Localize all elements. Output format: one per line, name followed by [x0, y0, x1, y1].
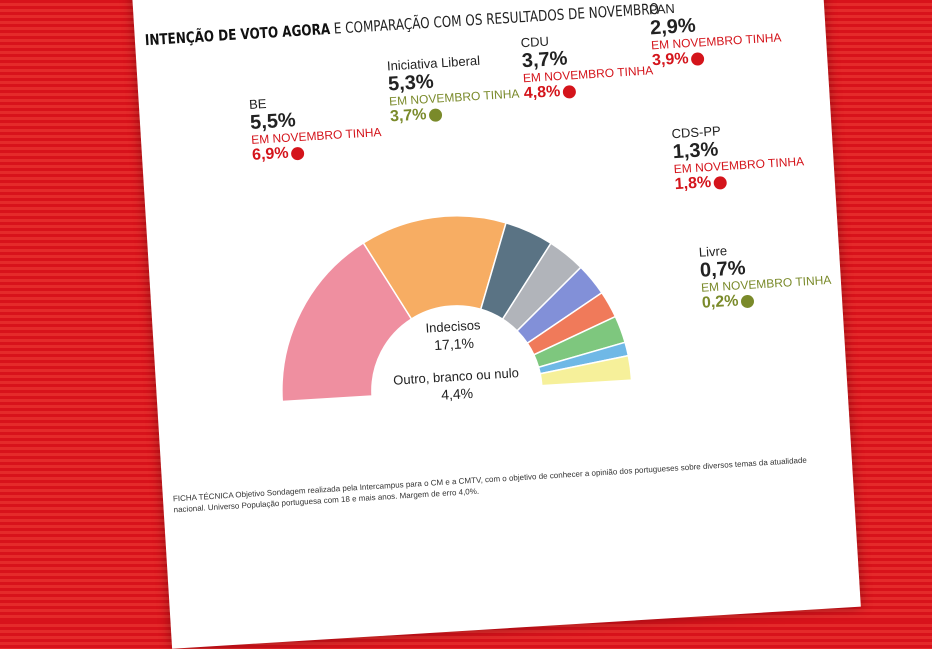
party-label: Livre 0,7% EM NOVEMBRO TINHA 0,2%: [698, 238, 833, 313]
center-label-value: 4,4%: [441, 385, 474, 403]
party-label: Iniciativa Liberal 5,3% EM NOVEMBRO TINH…: [386, 52, 521, 127]
party-label: BE 5,5% EM NOVEMBRO TINHA 6,9%: [249, 90, 383, 165]
page: INTENÇÃO DE VOTO AGORA E COMPARAÇÃO COM …: [0, 0, 932, 621]
party-previous: 0,2%: [701, 292, 739, 313]
center-label-name: Outro, branco ou nulo: [393, 365, 519, 388]
center-label-name: Indecisos: [425, 317, 481, 335]
trend-icon: [562, 84, 577, 99]
party-label: CDU 3,7% EM NOVEMBRO TINHA 4,8%: [520, 28, 654, 103]
trend-icon: [291, 146, 305, 161]
donut-segment: [539, 354, 633, 387]
party-previous: 6,9%: [251, 145, 290, 165]
party-previous: 1,8%: [674, 174, 712, 194]
center-label-value: 17,1%: [434, 335, 475, 353]
party-previous: 4,8%: [523, 83, 561, 103]
trend-icon: [741, 294, 755, 309]
party-previous: 3,7%: [389, 106, 428, 126]
infographic: INTENÇÃO DE VOTO AGORA E COMPARAÇÃO COM …: [130, 0, 861, 649]
donut-segment: [281, 241, 413, 403]
trend-icon: [713, 175, 728, 190]
trend-icon: [691, 51, 705, 66]
party-label: CDS-PP 1,3% EM NOVEMBRO TINHA 1,8%: [671, 119, 805, 194]
trend-icon: [429, 107, 443, 122]
party-previous: 3,9%: [651, 50, 690, 70]
party-label: PAN 2,9% EM NOVEMBRO TINHA 3,9%: [649, 0, 783, 70]
